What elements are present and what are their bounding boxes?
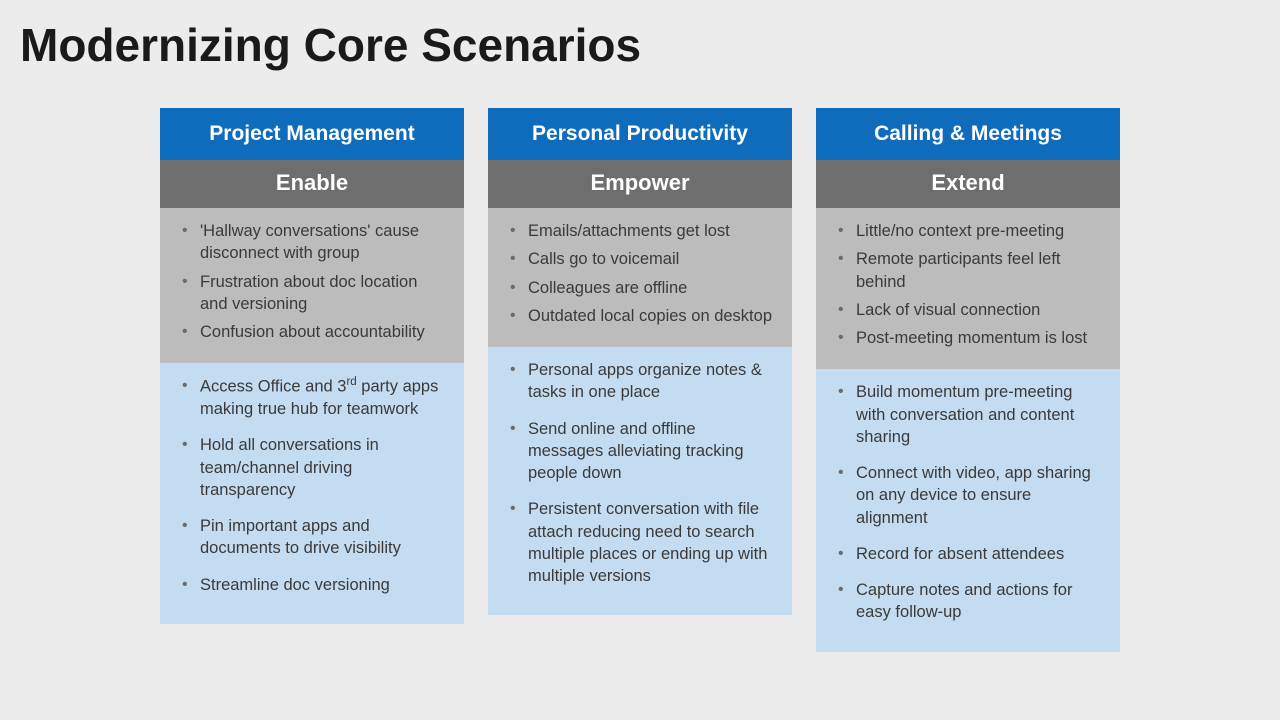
column-header: Personal Productivity <box>488 108 792 160</box>
list-item: Colleagues are offline <box>506 277 774 299</box>
column-subheader: Empower <box>488 160 792 208</box>
column-subheader: Enable <box>160 160 464 208</box>
solutions-panel: Build momentum pre-meeting with conversa… <box>816 369 1120 651</box>
list-item: Calls go to voicemail <box>506 248 774 270</box>
column-calling-meetings: Calling & Meetings Extend Little/no cont… <box>816 108 1120 652</box>
list-item: Personal apps organize notes & tasks in … <box>506 359 774 404</box>
list-item: Build momentum pre-meeting with conversa… <box>834 381 1102 448</box>
column-header: Project Management <box>160 108 464 160</box>
list-item: Outdated local copies on desktop <box>506 305 774 327</box>
problems-panel: Emails/attachments get lost Calls go to … <box>488 208 792 347</box>
list-item: Access Office and 3rd party apps making … <box>178 375 446 420</box>
solutions-panel: Access Office and 3rd party apps making … <box>160 363 464 624</box>
list-item: Persistent conversation with file attach… <box>506 498 774 587</box>
column-header: Calling & Meetings <box>816 108 1120 160</box>
list-item: 'Hallway conversations' cause disconnect… <box>178 220 446 265</box>
list-item: Lack of visual connection <box>834 299 1102 321</box>
list-item: Connect with video, app sharing on any d… <box>834 462 1102 529</box>
list-item: Little/no context pre-meeting <box>834 220 1102 242</box>
column-personal-productivity: Personal Productivity Empower Emails/att… <box>488 108 792 652</box>
list-item: Streamline doc versioning <box>178 574 446 596</box>
list-item: Remote participants feel left behind <box>834 248 1102 293</box>
columns-row: Project Management Enable 'Hallway conve… <box>20 108 1260 652</box>
list-item: Send online and offline messages allevia… <box>506 418 774 485</box>
list-item: Post-meeting momentum is lost <box>834 327 1102 349</box>
list-item: Record for absent attendees <box>834 543 1102 565</box>
list-item: Capture notes and actions for easy follo… <box>834 579 1102 624</box>
problems-panel: 'Hallway conversations' cause disconnect… <box>160 208 464 363</box>
list-item: Pin important apps and documents to driv… <box>178 515 446 560</box>
list-item: Hold all conversations in team/channel d… <box>178 434 446 501</box>
column-project-management: Project Management Enable 'Hallway conve… <box>160 108 464 652</box>
slide-title: Modernizing Core Scenarios <box>20 18 1260 72</box>
list-item: Frustration about doc location and versi… <box>178 271 446 316</box>
column-subheader: Extend <box>816 160 1120 208</box>
problems-panel: Little/no context pre-meeting Remote par… <box>816 208 1120 369</box>
list-item: Emails/attachments get lost <box>506 220 774 242</box>
list-item: Confusion about accountability <box>178 321 446 343</box>
solutions-panel: Personal apps organize notes & tasks in … <box>488 347 792 615</box>
slide: Modernizing Core Scenarios Project Manag… <box>0 0 1280 720</box>
